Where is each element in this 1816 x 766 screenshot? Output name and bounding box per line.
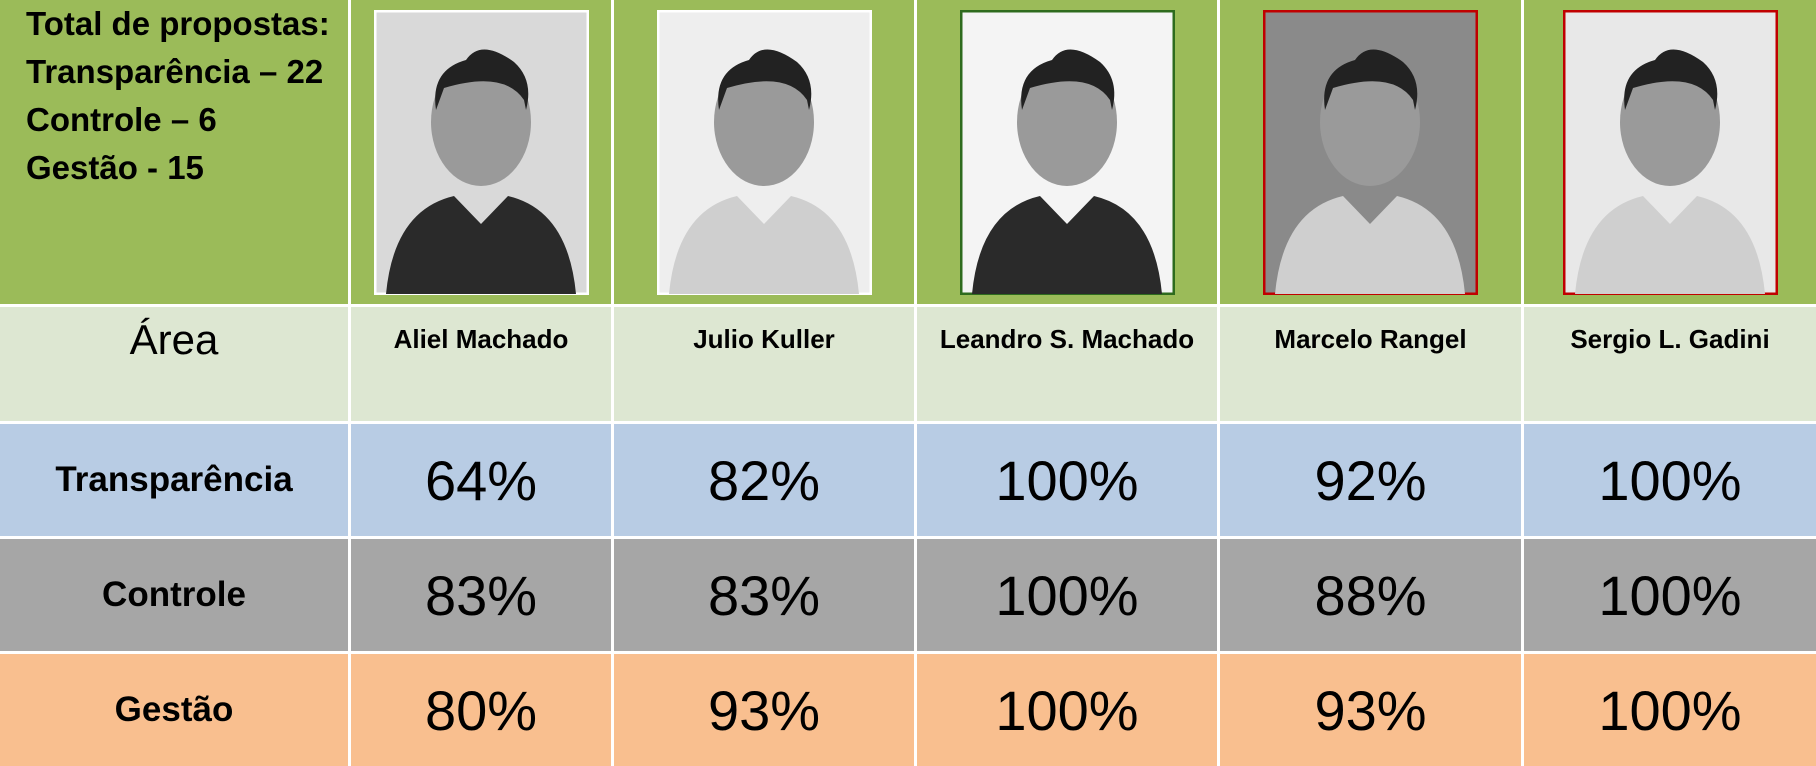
percentage: 100%: [1524, 539, 1816, 651]
candidate-photo: [960, 10, 1175, 295]
percentage: 92%: [1220, 424, 1521, 536]
percentage: 80%: [351, 654, 611, 766]
percentage: 64%: [351, 424, 611, 536]
summary-line: Transparência – 22: [26, 48, 323, 96]
candidate-name: Marcelo Rangel: [1220, 307, 1521, 421]
photo-cell: [1220, 0, 1521, 304]
candidate-photo: [657, 10, 872, 295]
percentage: 100%: [1524, 424, 1816, 536]
photo-cell: [1524, 0, 1816, 304]
photo-cell: [917, 0, 1217, 304]
percentage: 100%: [917, 654, 1217, 766]
row-label: Controle: [0, 539, 348, 651]
percentage: 83%: [614, 539, 914, 651]
percentage: 83%: [351, 539, 611, 651]
percentage: 82%: [614, 424, 914, 536]
candidate-photo: [374, 10, 589, 295]
candidate-photo: [1563, 10, 1778, 295]
percentage: 100%: [1524, 654, 1816, 766]
row-label: Transparência: [0, 424, 348, 536]
candidate-photo: [1263, 10, 1478, 295]
area-header: Área: [0, 307, 348, 421]
summary-line: Gestão - 15: [26, 144, 204, 192]
candidate-name: Julio Kuller: [614, 307, 914, 421]
summary-line: Controle – 6: [26, 96, 217, 144]
photo-cell: [351, 0, 611, 304]
percentage: 100%: [917, 539, 1217, 651]
candidate-name: Sergio L. Gadini: [1524, 307, 1816, 421]
percentage: 93%: [1220, 654, 1521, 766]
summary-line: Total de propostas:: [26, 0, 330, 48]
summary-cell: Total de propostas: Transparência – 22 C…: [0, 0, 348, 304]
percentage: 93%: [614, 654, 914, 766]
proposal-table: Total de propostas: Transparência – 22 C…: [0, 0, 1816, 766]
percentage: 88%: [1220, 539, 1521, 651]
candidate-name: Aliel Machado: [351, 307, 611, 421]
percentage: 100%: [917, 424, 1217, 536]
photo-cell: [614, 0, 914, 304]
candidate-name: Leandro S. Machado: [917, 307, 1217, 421]
row-label: Gestão: [0, 654, 348, 766]
